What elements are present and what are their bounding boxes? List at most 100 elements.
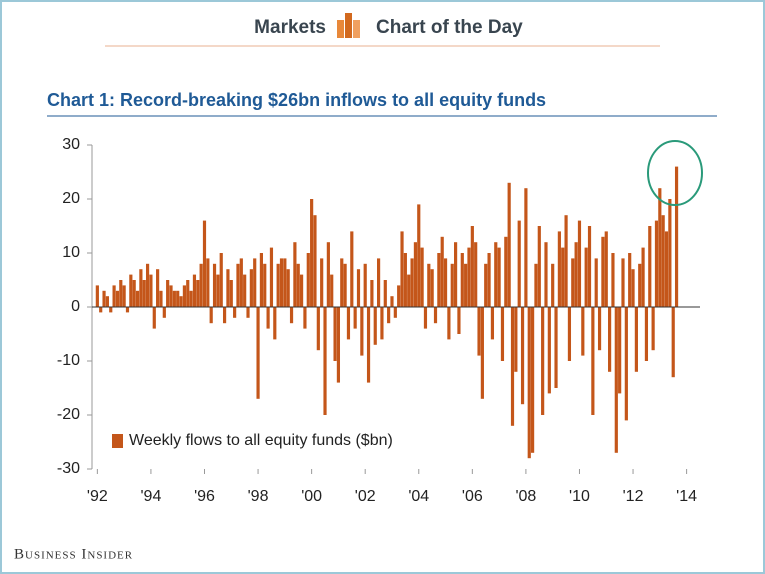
bar [584,247,588,307]
bar [109,307,113,313]
bar [457,307,461,334]
y-tick-label: 30 [62,136,80,153]
bar [162,307,166,318]
bar [350,231,354,307]
bar [243,274,247,307]
bar [229,280,233,307]
bar [269,247,274,307]
bar [363,263,367,307]
bar [440,236,444,307]
bar [531,307,535,453]
bar [333,307,337,361]
legend-swatch [112,434,123,448]
bar [648,226,652,307]
bar [129,274,133,307]
bar [608,307,612,372]
bar [604,231,608,307]
bar [115,290,120,307]
plot-area: -30 -20 -10 0 10 20 30 '92 '94 '96 '98 '00 '02 '04 '06… [57,136,700,505]
chart-title: Chart 1: Record-breaking $26bn inflows t… [47,90,546,110]
x-tick-label: '10 [569,488,590,505]
bar [176,290,180,307]
bar [293,242,297,307]
bar [149,274,153,307]
bar [674,166,679,307]
bar [443,258,448,307]
bar [507,182,511,307]
bar [253,258,257,307]
bar [574,242,578,307]
x-tick-label: '04 [408,488,429,505]
bar [336,307,341,383]
bar [430,269,434,307]
bar [166,280,170,307]
bar [393,307,397,318]
bar [105,296,109,307]
bar [514,307,518,372]
bar [527,307,531,459]
bar [192,274,197,307]
bar [383,280,387,307]
bar [299,274,304,307]
bar [172,290,176,307]
bar [487,253,491,307]
bar [470,226,474,307]
bar [233,307,237,318]
bar [119,280,123,307]
bar [186,280,190,307]
bar [256,307,260,399]
bar [474,242,478,307]
bar [320,258,324,307]
bar [182,285,186,307]
bar [259,253,263,307]
bar [664,231,669,307]
bar [467,247,471,307]
x-tick-label: '08 [515,488,536,505]
bar [289,307,294,324]
bar [145,263,150,307]
bar [199,263,203,307]
bar [497,247,501,307]
bar [567,307,572,361]
header-section: Markets [254,17,326,38]
bar [323,307,327,415]
bar [159,290,163,307]
bar [279,258,284,307]
bar [286,269,290,307]
bar [266,307,270,329]
bar [95,285,99,307]
bar [624,307,628,421]
bar [651,307,655,351]
bar [152,307,156,329]
x-tick-label: '00 [301,488,322,505]
bar [206,258,210,307]
bar [557,231,561,307]
bar [587,226,592,307]
bar [561,247,565,307]
bar [628,253,632,307]
bar [263,263,267,307]
bar [346,307,351,340]
bar [390,296,394,307]
bar [179,296,183,307]
bar [638,263,642,307]
bar [377,258,381,307]
bar [454,242,458,307]
bar [313,215,317,307]
bar [156,269,160,307]
bar [273,307,277,340]
bar [340,258,344,307]
header-title: Chart of the Day [376,17,523,38]
bar [551,263,555,307]
bar [112,285,116,307]
bar [484,263,488,307]
bar [209,307,213,324]
bar [370,280,374,307]
x-tick-label: '94 [140,488,161,505]
y-tick-label: -20 [57,406,80,423]
bar [534,263,538,307]
bar [658,188,662,307]
x-tick-label: '06 [462,488,483,505]
